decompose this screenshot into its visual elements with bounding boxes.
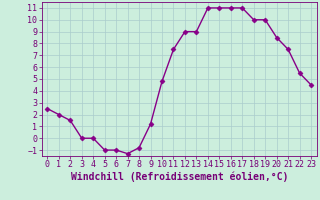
X-axis label: Windchill (Refroidissement éolien,°C): Windchill (Refroidissement éolien,°C) xyxy=(70,172,288,182)
